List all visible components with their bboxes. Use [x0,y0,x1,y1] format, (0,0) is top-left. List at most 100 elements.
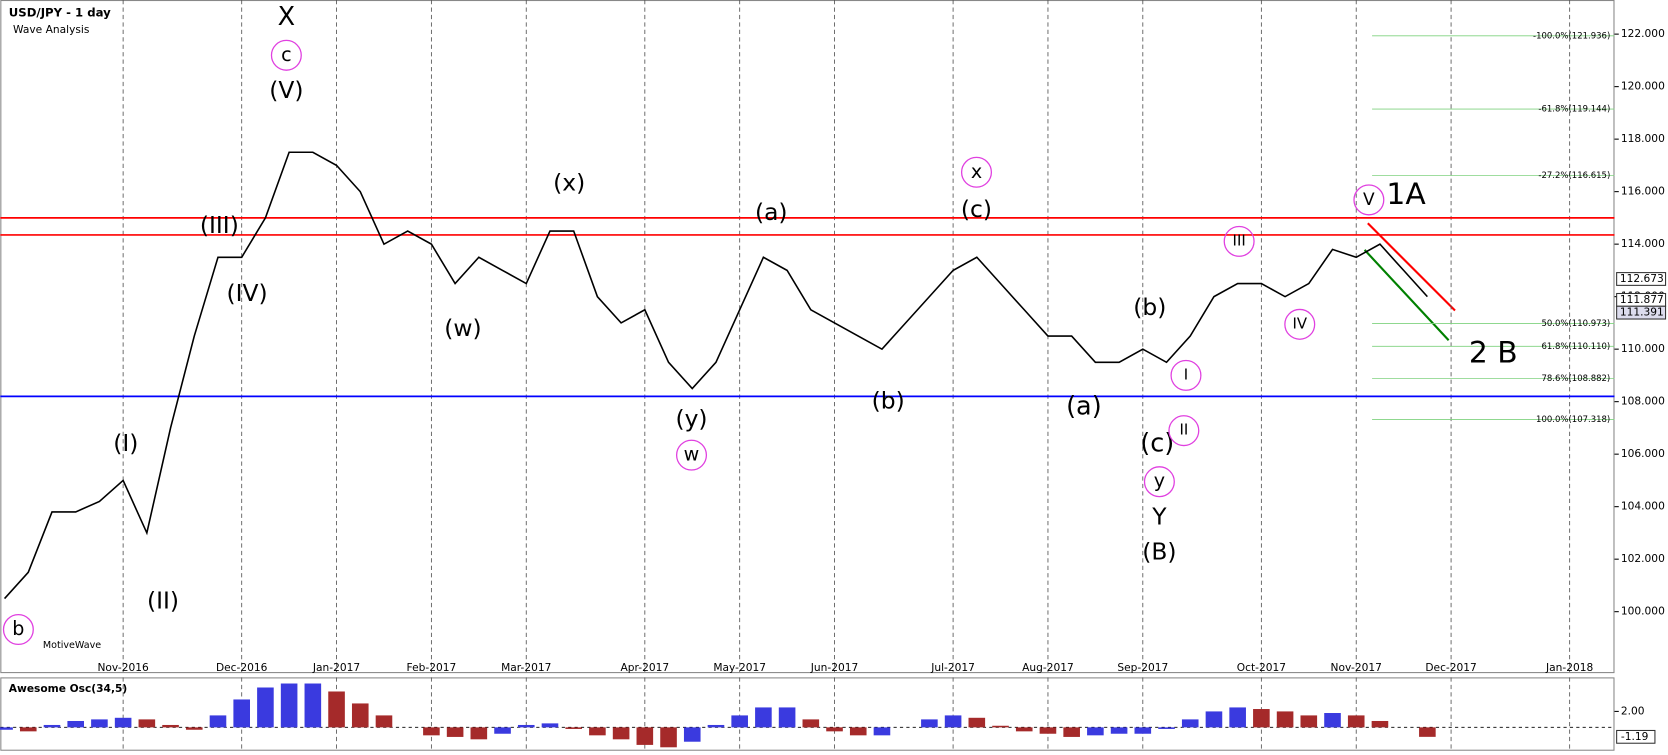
osc-bar [0,727,13,730]
osc-bar [944,715,962,728]
x-tick-label: Apr-2017 [621,661,670,674]
y-tick-label: 110.000 [1621,342,1665,355]
osc-bar [1015,727,1033,732]
wave-label: (a) [1066,391,1102,421]
osc-bar [612,727,630,740]
fib-label: 78.6%(108.882) [1541,374,1610,384]
osc-bar [1181,719,1199,728]
wave-circle [960,156,993,188]
wave-circle [1168,415,1200,447]
osc-bar [826,727,843,732]
osc-bar [541,723,559,728]
osc-bar [660,727,677,748]
x-tick-label: Nov-2017 [1331,661,1382,674]
osc-title: Awesome Osc(34,5) [9,682,127,695]
osc-bar [91,719,108,728]
osc-bar [328,691,345,728]
osc-bar [1300,715,1318,728]
wave-label: (V) [269,76,303,104]
y-tick-label: 106.000 [1621,447,1665,460]
osc-bar [470,727,488,740]
price-box-label: 112.673 [1620,272,1664,285]
price-line [3,151,1428,600]
price-box-label: 111.391 [1620,306,1664,319]
osc-bar [185,727,203,730]
osc-bar [1063,727,1080,737]
osc-bar [683,727,701,742]
osc-bar [589,727,606,736]
osc-bar [1039,727,1057,734]
osc-bar [375,715,393,728]
wave-circle [675,439,708,471]
support-trendline [1363,249,1450,342]
wave-label: c [281,43,292,66]
osc-bar [1347,715,1365,728]
osc-bar [1110,727,1128,734]
x-tick-label: Jan-2017 [312,661,360,674]
wave-label: 1A [1386,177,1426,212]
osc-bar [1158,727,1175,729]
chart-title: USD/JPY - 1 day [9,5,111,19]
osc-value-box [1616,729,1656,744]
osc-bar [1253,709,1270,728]
osc-bar [1371,720,1389,728]
wave-circle [1170,359,1202,391]
osc-bar [802,719,820,728]
osc-bar [517,724,535,728]
osc-bar [351,703,369,728]
wave-label: III [1233,231,1246,249]
osc-bar [494,727,511,734]
osc-bar [1087,727,1104,736]
wave-label: (III) [200,211,239,239]
wave-label: (y) [675,405,707,433]
x-tick-label: Feb-2017 [407,661,457,674]
watermark: MotiveWave [43,640,101,651]
wave-label: (x) [553,168,585,196]
x-tick-label: Jun-2017 [810,661,858,674]
osc-bar [755,707,772,728]
osc-bar [1324,713,1341,728]
fib-label: 50.0%(110.973) [1541,319,1610,329]
price-box-label: 111.877 [1620,293,1664,306]
wave-label: 2 B [1469,336,1518,371]
x-tick-label: Dec-2017 [1425,661,1476,674]
osc-bar [43,724,61,728]
osc-bar [636,727,654,745]
wave-label: b [12,617,24,640]
x-tick-label: Sep-2017 [1117,661,1168,674]
y-tick-label: 122.000 [1621,27,1665,40]
osc-bar [707,724,725,728]
osc-bar [1134,727,1152,734]
wave-circle [1223,225,1255,257]
fib-label: 61.8%(110.110) [1541,342,1610,352]
wave-label: (a) [755,198,788,226]
y-tick-label: 102.000 [1621,552,1665,565]
wave-label: (b) [1133,293,1166,321]
osc-bar [731,715,748,728]
osc-bar [968,717,986,728]
wave-label: x [971,160,982,183]
fib-label: -100.0%(121.936) [1533,31,1610,41]
wave-circle [1143,466,1175,498]
wave-label: (IV) [226,279,267,307]
osc-bar [446,727,464,737]
wave-circle [2,613,34,646]
y-tick-label: 114.000 [1621,237,1665,250]
y-tick-label: 116.000 [1621,185,1665,198]
osc-bar [233,699,250,728]
osc-bar [565,727,582,729]
price-box [1616,305,1667,320]
y-tick-label: 118.000 [1621,132,1665,145]
wave-label: (II) [147,586,179,614]
wave-label: (c) [961,195,992,223]
osc-bar [778,707,796,728]
y-tick-label: 104.000 [1621,500,1665,513]
osc-bar [138,719,156,728]
x-tick-label: May-2017 [713,661,766,674]
y-tick-label: 100.000 [1621,605,1665,618]
osc-bar [1229,707,1246,728]
osc-bar [1276,711,1294,728]
wave-label: w [684,443,700,466]
